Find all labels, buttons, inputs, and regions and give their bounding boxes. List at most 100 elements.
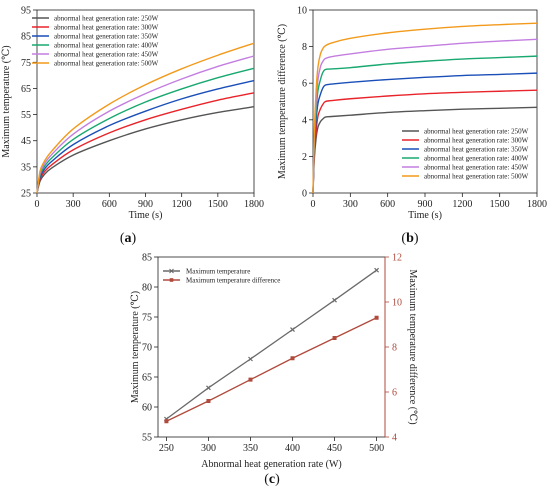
y-tick-label: 75 bbox=[142, 313, 152, 324]
x-tick-label: 1500 bbox=[208, 199, 228, 210]
y-tick-label: 75 bbox=[21, 58, 31, 69]
legend-entry: Maximum temperature bbox=[163, 268, 250, 276]
legend-entry: abnormal heat generation rate: 450W bbox=[402, 164, 529, 172]
panel-paren-open: ( bbox=[401, 231, 406, 246]
legend-label: abnormal heat generation rate: 350W bbox=[54, 33, 159, 41]
series-line bbox=[36, 92, 255, 194]
y-tick-label: 8 bbox=[302, 42, 307, 53]
data-point-marker bbox=[332, 297, 337, 303]
legend-label: Maximum temperature difference bbox=[186, 277, 280, 285]
x-tick-label: 1800 bbox=[244, 199, 264, 210]
panel-label: (c) bbox=[264, 472, 280, 487]
x-tick-label: 0 bbox=[35, 199, 40, 210]
x-tick-label: 300 bbox=[201, 443, 216, 454]
series-line bbox=[36, 106, 255, 194]
y2-tick-label: 6 bbox=[392, 388, 397, 399]
data-point-marker bbox=[164, 419, 169, 424]
y-tick-label: 0 bbox=[302, 189, 307, 200]
x-tick-label: 600 bbox=[380, 199, 395, 210]
y-axis-title: Maximum temperature difference (℃) bbox=[277, 24, 288, 179]
data-point-marker bbox=[374, 267, 380, 273]
series-line bbox=[312, 89, 538, 194]
legend-entry: abnormal heat generation rate: 450W bbox=[32, 51, 159, 59]
y-tick-label: 6 bbox=[302, 79, 307, 90]
chart-panel-c: 250 300 350 400 450 500 55 60 65 70 75 80 85 4 6 8 10 12 M… bbox=[130, 253, 418, 488]
x-axis-title: Time (s) bbox=[129, 210, 163, 221]
x-tick-label: 1200 bbox=[172, 199, 192, 210]
legend-label: abnormal heat generation rate: 450W bbox=[54, 51, 159, 59]
panel-label: (a) bbox=[120, 231, 137, 246]
data-point-marker bbox=[248, 356, 253, 362]
x-tick-label: 450 bbox=[327, 443, 342, 454]
x-tick-label: 600 bbox=[102, 199, 117, 210]
legend-label: abnormal heat generation rate: 250W bbox=[424, 128, 529, 136]
legend-entry: abnormal heat generation rate: 350W bbox=[32, 33, 159, 41]
data-point-marker bbox=[290, 356, 295, 361]
legend-label: abnormal heat generation rate: 250W bbox=[54, 15, 159, 23]
y-tick-label: 65 bbox=[21, 84, 31, 95]
x-tick-label: 0 bbox=[311, 199, 316, 210]
legend-entry: Maximum temperature difference bbox=[163, 277, 280, 285]
x-tick-label: 1800 bbox=[527, 199, 547, 210]
data-point-marker bbox=[206, 399, 211, 403]
legend-label: abnormal heat generation rate: 300W bbox=[54, 24, 159, 32]
x-tick-label: 350 bbox=[243, 443, 258, 454]
panel-paren-open: ( bbox=[120, 231, 125, 246]
y-tick-label: 25 bbox=[21, 189, 31, 200]
y-tick-label: 10 bbox=[297, 6, 307, 17]
legend-label: abnormal heat generation rate: 300W bbox=[424, 137, 529, 145]
legend-entry: abnormal heat generation rate: 500W bbox=[32, 60, 159, 68]
legend-marker bbox=[169, 268, 174, 274]
panel-paren-close: ) bbox=[275, 472, 280, 487]
x-tick-label: 1500 bbox=[490, 199, 510, 210]
y-tick-label: 60 bbox=[142, 403, 152, 414]
series-line bbox=[36, 79, 255, 194]
y-tick-label: 55 bbox=[21, 110, 31, 121]
series-line bbox=[166, 269, 377, 420]
legend-label: abnormal heat generation rate: 400W bbox=[424, 155, 529, 163]
legend-entry: abnormal heat generation rate: 400W bbox=[32, 42, 159, 50]
panel-label: (b) bbox=[401, 231, 418, 246]
chart-panel-b: 0 300 600 900 1200 1500 1800 0 2 4 6 8 10 Time (s) Max… bbox=[277, 6, 547, 247]
y-tick-label: 55 bbox=[142, 433, 152, 444]
y-axis-title: Maximum temperature (℃) bbox=[1, 45, 12, 157]
y-tick-label: 45 bbox=[21, 136, 31, 147]
legend-label: abnormal heat generation rate: 500W bbox=[54, 60, 159, 68]
legend-entry: abnormal heat generation rate: 250W bbox=[32, 15, 159, 23]
y-tick-label: 95 bbox=[21, 6, 31, 17]
legend-entry: abnormal heat generation rate: 350W bbox=[402, 146, 529, 154]
x-tick-label: 400 bbox=[285, 443, 300, 454]
y-tick-label: 85 bbox=[142, 253, 152, 264]
y-tick-label: 85 bbox=[21, 32, 31, 43]
legend-entry: abnormal heat generation rate: 400W bbox=[402, 155, 529, 163]
x-tick-label: 900 bbox=[138, 199, 153, 210]
series-line bbox=[36, 67, 255, 194]
x-axis-title: Abnormal heat generation rate (W) bbox=[201, 459, 342, 470]
x-tick-label: 500 bbox=[369, 443, 384, 454]
series-line bbox=[166, 317, 377, 422]
legend-label: abnormal heat generation rate: 450W bbox=[424, 164, 529, 172]
y-tick-label: 70 bbox=[142, 343, 152, 354]
panel-paren-open: ( bbox=[264, 472, 269, 487]
data-point-marker bbox=[290, 327, 295, 333]
x-tick-label: 300 bbox=[66, 199, 81, 210]
chart-panel-a: 0 300 600 900 1200 1500 1800 25 35 45 55 65 75 85 95 Ti… bbox=[1, 6, 264, 247]
legend-label: abnormal heat generation rate: 400W bbox=[54, 42, 159, 50]
legend-marker bbox=[169, 278, 174, 282]
series-line bbox=[312, 22, 538, 194]
y2-axis-title: Maximum temperature difference (℃) bbox=[407, 269, 418, 424]
x-tick-label: 300 bbox=[343, 199, 358, 210]
y-tick-label: 35 bbox=[21, 162, 31, 173]
panel-letter: a bbox=[125, 231, 132, 246]
panel-letter: c bbox=[269, 472, 275, 487]
data-point-marker bbox=[248, 377, 253, 382]
panel-paren-close: ) bbox=[414, 231, 419, 246]
series-line bbox=[36, 42, 255, 194]
data-point-marker bbox=[206, 385, 211, 391]
y-tick-label: 80 bbox=[142, 283, 152, 294]
data-point-marker bbox=[374, 315, 379, 320]
legend-label: abnormal heat generation rate: 500W bbox=[424, 173, 529, 181]
y-axis-title: Maximum temperature (℃) bbox=[130, 291, 141, 403]
y2-tick-label: 12 bbox=[392, 253, 402, 264]
